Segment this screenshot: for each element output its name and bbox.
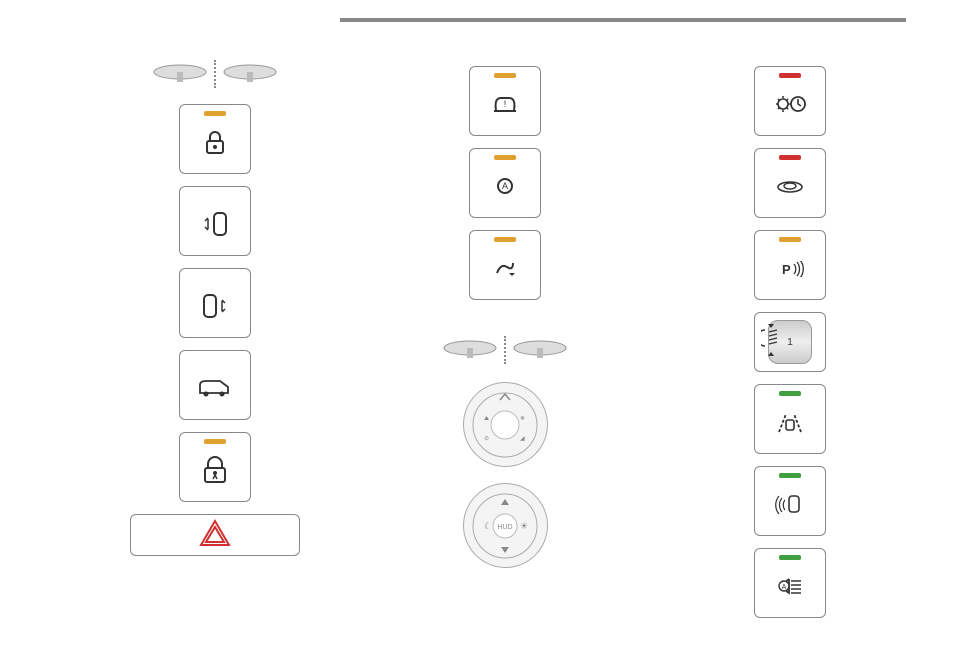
hazard-warning-button[interactable]: [130, 514, 300, 556]
hud-dial[interactable]: HUD ☾ ☀: [463, 483, 548, 568]
led-indicator: [204, 439, 226, 444]
svg-text:A: A: [782, 584, 787, 591]
mode-dial-icon: ⛰ ❄ ⊘ ◢: [470, 390, 540, 460]
separator-icon: [214, 60, 216, 88]
svg-text:P: P: [782, 262, 791, 277]
hud-dial-icon: HUD ☾ ☀: [470, 491, 540, 561]
steering-hint-col2: [380, 336, 630, 364]
header-rule: [340, 18, 906, 22]
svg-text:❄: ❄: [520, 415, 525, 422]
led-indicator: [779, 73, 801, 78]
led-indicator: [494, 237, 516, 242]
right-sliding-door-button[interactable]: [179, 268, 251, 338]
lock-icon: [203, 129, 227, 159]
led-indicator: [779, 237, 801, 242]
van-icon: [198, 377, 232, 403]
beam-adjust-icon: [761, 322, 783, 362]
column-1: [90, 60, 340, 562]
tyre-icon: !: [492, 94, 518, 118]
child-lock-icon: [202, 456, 228, 488]
tyre-reset-button[interactable]: !: [469, 66, 541, 136]
parking-sensors-off-button[interactable]: P: [754, 230, 826, 300]
steering-right-icon: [220, 62, 280, 86]
left-sliding-door-button[interactable]: [179, 186, 251, 256]
steering-left-icon: [440, 338, 500, 362]
steering-left-icon: [150, 62, 210, 86]
led-indicator: [779, 155, 801, 160]
stop-start-off-button[interactable]: A: [469, 148, 541, 218]
led-indicator: [494, 155, 516, 160]
overhead-alert-off-button[interactable]: [754, 148, 826, 218]
vehicle-outline-button[interactable]: [179, 350, 251, 420]
esc-icon: [493, 259, 517, 281]
svg-text:☾: ☾: [484, 521, 492, 531]
svg-text:HUD: HUD: [497, 524, 512, 531]
auto-high-beam-button[interactable]: A: [754, 548, 826, 618]
column-2: ! A ⛰ ❄ ⊘ ◢: [380, 60, 630, 576]
park-off-icon: P: [776, 259, 804, 281]
auto-beam-icon: A: [775, 575, 805, 601]
led-indicator: [494, 73, 516, 78]
headlamp-level-wheel[interactable]: 1: [754, 312, 826, 372]
door-left-icon: [200, 209, 230, 243]
column-3: P 1 A: [665, 60, 915, 624]
vehicle-off-icon: [775, 177, 805, 199]
steering-right-icon: [510, 338, 570, 362]
led-indicator: [779, 473, 801, 478]
svg-text:◢: ◢: [520, 436, 525, 442]
esc-off-button[interactable]: [469, 230, 541, 300]
steering-hint-col1: [90, 60, 340, 88]
lane-icon: [775, 410, 805, 438]
svg-text:⛰: ⛰: [484, 415, 489, 422]
led-indicator: [779, 391, 801, 396]
lane-departure-button[interactable]: [754, 384, 826, 454]
blind-spot-icon: [775, 492, 805, 520]
led-indicator: [779, 555, 801, 560]
heater-icon: [774, 92, 806, 120]
child-lock-button[interactable]: [179, 432, 251, 502]
blind-spot-button[interactable]: [754, 466, 826, 536]
svg-text:!: !: [504, 99, 507, 109]
hazard-icon: [198, 518, 232, 552]
separator-icon: [504, 336, 506, 364]
svg-text:⊘: ⊘: [484, 436, 489, 442]
led-indicator: [204, 111, 226, 116]
a-off-icon: A: [494, 177, 516, 199]
svg-text:A: A: [502, 181, 508, 191]
central-lock-button[interactable]: [179, 104, 251, 174]
heater-timer-button[interactable]: [754, 66, 826, 136]
svg-text:☀: ☀: [520, 521, 528, 531]
drive-mode-dial[interactable]: ⛰ ❄ ⊘ ◢: [463, 382, 548, 467]
door-right-icon: [200, 291, 230, 325]
